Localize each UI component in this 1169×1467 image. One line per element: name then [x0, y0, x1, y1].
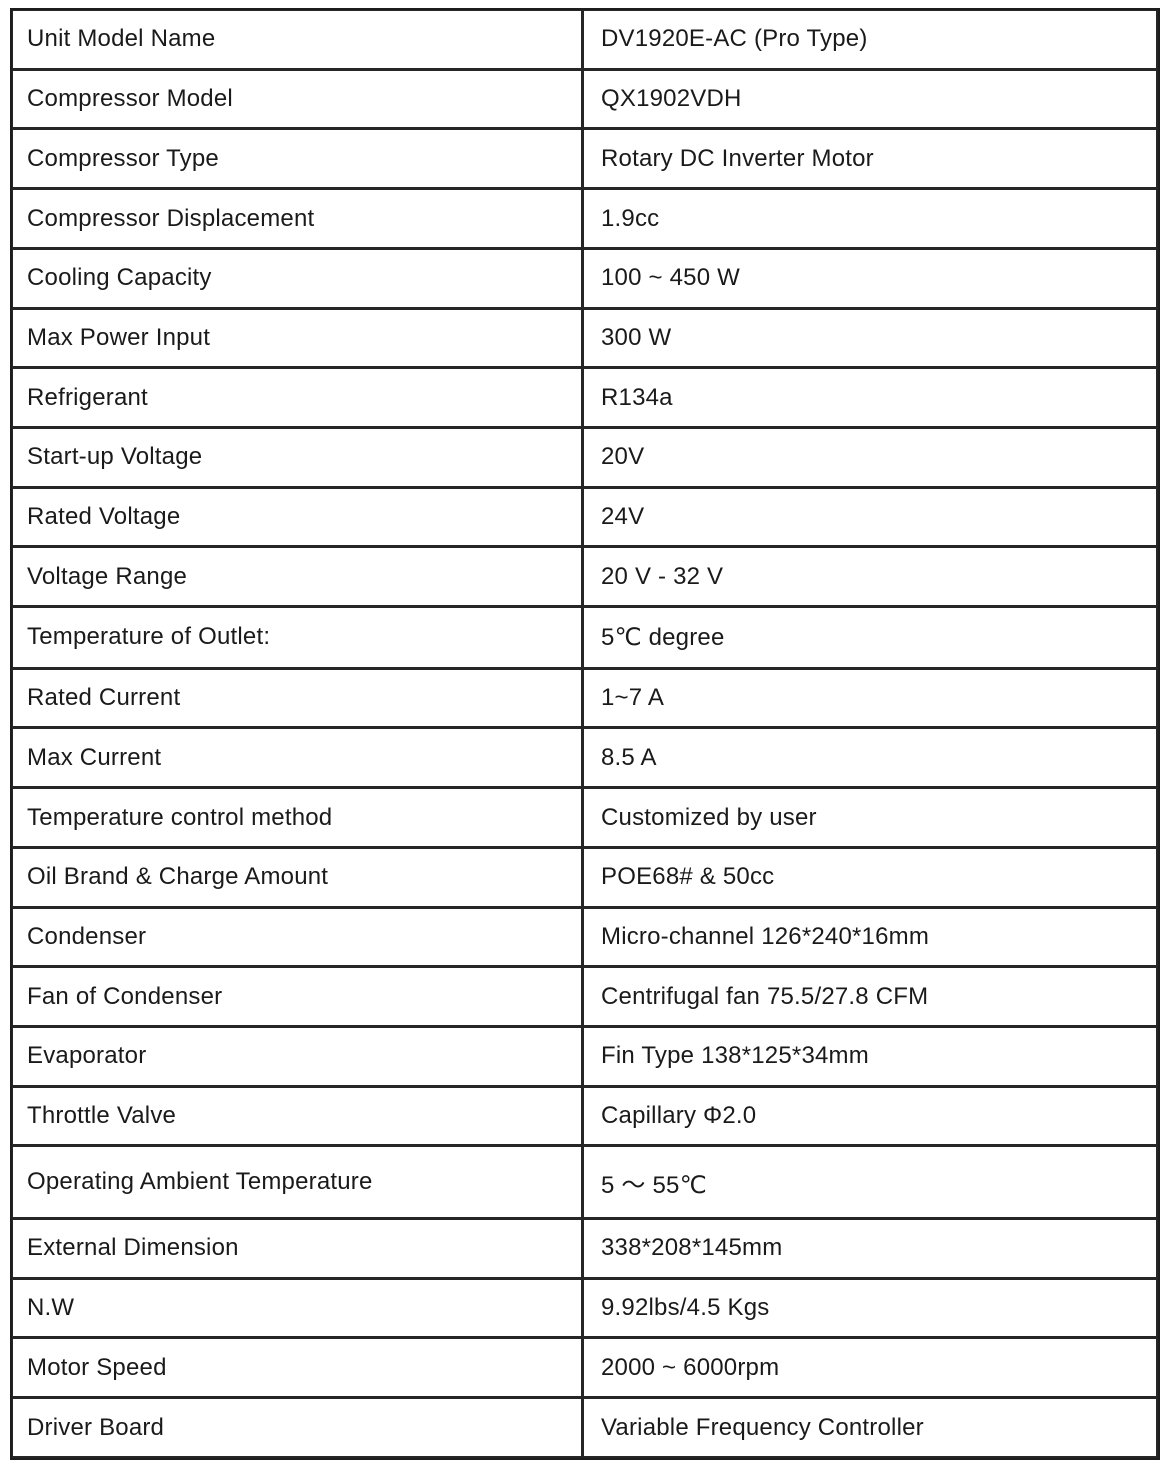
spec-value: 20 V - 32 V — [583, 547, 1158, 608]
table-row: Voltage Range 20 V - 32 V — [12, 547, 1158, 608]
spec-label: Cooling Capacity — [12, 248, 583, 309]
spec-label: Oil Brand & Charge Amount — [12, 847, 583, 908]
spec-value: 1.9cc — [583, 189, 1158, 249]
spec-value: POE68# & 50cc — [583, 847, 1158, 908]
spec-label: Rated Voltage — [12, 487, 583, 548]
table-row: Max Current 8.5 A — [12, 728, 1158, 789]
table-row: Motor Speed 2000 ~ 6000rpm — [12, 1338, 1158, 1399]
table-row: Driver Board Variable Frequency Controll… — [12, 1398, 1158, 1458]
table-row: Compressor Model QX1902VDH — [12, 69, 1158, 130]
table-row: Oil Brand & Charge Amount POE68# & 50cc — [12, 847, 1158, 908]
spec-label: Motor Speed — [12, 1338, 583, 1399]
spec-label: Max Power Input — [12, 308, 583, 369]
table-row: Fan of Condenser Centrifugal fan 75.5/27… — [12, 967, 1158, 1028]
spec-value: DV1920E-AC (Pro Type) — [583, 10, 1158, 70]
table-row: Evaporator Fin Type 138*125*34mm — [12, 1027, 1158, 1087]
table-row: Max Power Input 300 W — [12, 308, 1158, 369]
spec-value: Fin Type 138*125*34mm — [583, 1027, 1158, 1087]
spec-value: Variable Frequency Controller — [583, 1398, 1158, 1458]
spec-value: Customized by user — [583, 788, 1158, 848]
table-row: Throttle Valve Capillary Φ2.0 — [12, 1086, 1158, 1147]
spec-label: Driver Board — [12, 1398, 583, 1458]
table-row: Compressor Displacement 1.9cc — [12, 189, 1158, 249]
spec-value: Micro-channel 126*240*16mm — [583, 907, 1158, 968]
spec-value: 24V — [583, 487, 1158, 548]
spec-label: Fan of Condenser — [12, 967, 583, 1028]
spec-label: Unit Model Name — [12, 10, 583, 70]
spec-label: Condenser — [12, 907, 583, 968]
spec-value: R134a — [583, 368, 1158, 429]
spec-value: 20V — [583, 428, 1158, 488]
spec-table-body: Unit Model Name DV1920E-AC (Pro Type) Co… — [12, 10, 1158, 1458]
spec-value: 5℃ degree — [583, 607, 1158, 669]
spec-value: 338*208*145mm — [583, 1218, 1158, 1279]
spec-value: 2000 ~ 6000rpm — [583, 1338, 1158, 1399]
spec-label: External Dimension — [12, 1218, 583, 1279]
table-row: Unit Model Name DV1920E-AC (Pro Type) — [12, 10, 1158, 70]
table-row: Rated Voltage 24V — [12, 487, 1158, 548]
spec-value: 9.92lbs/4.5 Kgs — [583, 1278, 1158, 1339]
spec-label: Voltage Range — [12, 547, 583, 608]
table-row: External Dimension 338*208*145mm — [12, 1218, 1158, 1279]
table-row: Condenser Micro-channel 126*240*16mm — [12, 907, 1158, 968]
spec-value: 8.5 A — [583, 728, 1158, 789]
spec-value: 5 ～ 55℃ — [583, 1146, 1158, 1219]
table-row: Rated Current 1~7 A — [12, 668, 1158, 729]
table-row: Temperature control method Customized by… — [12, 788, 1158, 848]
table-row: Temperature of Outlet: 5℃ degree — [12, 607, 1158, 669]
spec-value: 1~7 A — [583, 668, 1158, 729]
table-row: Cooling Capacity 100 ~ 450 W — [12, 248, 1158, 309]
spec-value: QX1902VDH — [583, 69, 1158, 130]
spec-label: Evaporator — [12, 1027, 583, 1087]
table-row: Start-up Voltage 20V — [12, 428, 1158, 488]
spec-value: 100 ~ 450 W — [583, 248, 1158, 309]
spec-value: Capillary Φ2.0 — [583, 1086, 1158, 1147]
spec-label: Operating Ambient Temperature — [12, 1146, 583, 1219]
table-row: N.W 9.92lbs/4.5 Kgs — [12, 1278, 1158, 1339]
spec-label: Temperature control method — [12, 788, 583, 848]
spec-label: Max Current — [12, 728, 583, 789]
table-row: Operating Ambient Temperature 5 ～ 55℃ — [12, 1146, 1158, 1219]
spec-label: Compressor Displacement — [12, 189, 583, 249]
spec-value: 300 W — [583, 308, 1158, 369]
spec-label: Rated Current — [12, 668, 583, 729]
spec-label: Start-up Voltage — [12, 428, 583, 488]
table-row: Refrigerant R134a — [12, 368, 1158, 429]
spec-label: N.W — [12, 1278, 583, 1339]
spec-label: Throttle Valve — [12, 1086, 583, 1147]
spec-label: Compressor Model — [12, 69, 583, 130]
spec-value: Centrifugal fan 75.5/27.8 CFM — [583, 967, 1158, 1028]
spec-label: Temperature of Outlet: — [12, 607, 583, 669]
spec-value: Rotary DC Inverter Motor — [583, 129, 1158, 190]
spec-label: Refrigerant — [12, 368, 583, 429]
spec-label: Compressor Type — [12, 129, 583, 190]
table-row: Compressor Type Rotary DC Inverter Motor — [12, 129, 1158, 190]
spec-table: Unit Model Name DV1920E-AC (Pro Type) Co… — [10, 8, 1160, 1460]
